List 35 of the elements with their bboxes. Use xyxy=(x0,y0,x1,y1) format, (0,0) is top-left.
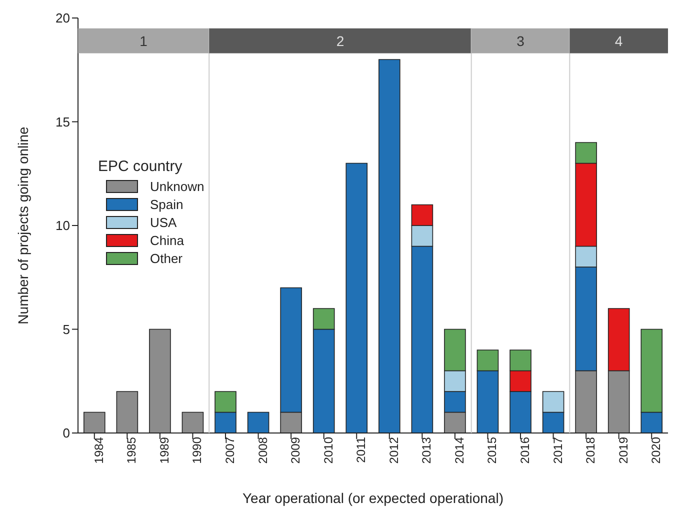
legend-label: Spain xyxy=(150,197,184,212)
x-axis-title: Year operational (or expected operational) xyxy=(242,490,504,506)
y-tick-label: 10 xyxy=(56,218,70,234)
x-tick-label: 2019 xyxy=(616,436,630,464)
x-tick-label: 2015 xyxy=(485,436,500,464)
y-tick-label: 15 xyxy=(56,114,70,130)
legend-label: USA xyxy=(150,215,177,230)
x-tick-label: 2009 xyxy=(288,436,303,464)
y-axis-title: Number of projects going online xyxy=(14,126,31,324)
x-tick-label: 2013 xyxy=(420,436,434,464)
x-tick-label: 2014 xyxy=(452,436,466,464)
x-tick-label: 2010 xyxy=(321,436,336,464)
x-tick-label: 1989 xyxy=(157,436,172,464)
y-tick-label: 20 xyxy=(56,10,70,26)
band-label: 4 xyxy=(614,32,623,49)
legend-label: Unknown xyxy=(150,179,204,194)
band-label: 3 xyxy=(516,32,525,49)
x-tick-label: 2020 xyxy=(649,436,664,464)
band-label: 2 xyxy=(336,32,344,49)
band-label: 1 xyxy=(140,32,148,49)
legend-label: Other xyxy=(150,251,183,266)
x-tick-label: 1984 xyxy=(92,436,106,464)
x-tick-label: 2016 xyxy=(518,436,532,464)
x-tick-label: 2017 xyxy=(550,436,565,464)
x-tick-label: 2008 xyxy=(256,436,270,464)
x-tick-label: 2011 xyxy=(354,436,368,463)
x-tick-label: 2012 xyxy=(386,436,401,464)
x-tick-label: 1985 xyxy=(124,436,139,464)
x-tick-label: 2018 xyxy=(584,436,598,464)
y-tick-label: 5 xyxy=(62,322,70,337)
x-tick-label: 2007 xyxy=(223,436,238,464)
legend-label: China xyxy=(150,233,184,248)
x-tick-label: 1990 xyxy=(190,436,204,464)
legend-title: EPC country xyxy=(98,158,184,175)
y-tick-label: 0 xyxy=(62,426,70,441)
